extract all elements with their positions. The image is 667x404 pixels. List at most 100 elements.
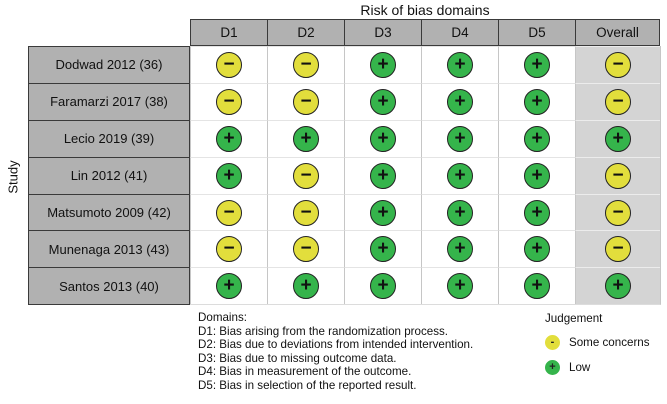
- judgement-circle-icon: −: [293, 236, 319, 263]
- column-header-d1: D1: [190, 19, 267, 46]
- judgement-cell: +: [344, 230, 421, 268]
- judgement-cell: +: [344, 156, 421, 194]
- legend-item: + Low: [545, 360, 650, 375]
- judgement-circle-icon: +: [605, 273, 631, 300]
- judgement-circle-icon: +: [447, 88, 473, 115]
- study-label: Matsumoto 2009 (42): [28, 193, 190, 231]
- judgement-cell: +: [190, 156, 267, 194]
- judgement-circle-icon: −: [605, 236, 631, 263]
- judgement-cell: −: [190, 230, 267, 268]
- judgement-cell: +: [421, 46, 498, 83]
- judgement-cell: +: [498, 119, 575, 157]
- some-concerns-icon: -: [545, 335, 560, 350]
- judgement-circle-icon: +: [370, 51, 396, 78]
- footnote-line: D4: Bias in measurement of the outcome.: [198, 365, 412, 378]
- judgement-cell: −: [267, 230, 344, 268]
- judgement-cell: +: [421, 267, 498, 305]
- judgement-cell: +: [344, 46, 421, 83]
- judgement-grid: − − + + + − − − + + + − + + + + + + + − …: [190, 46, 661, 306]
- judgement-circle-icon: +: [293, 125, 319, 152]
- domain-footnotes: Domains: D1: Bias arising from the rando…: [198, 311, 473, 392]
- judgement-cell: +: [344, 119, 421, 157]
- judgement-cell: −: [267, 156, 344, 194]
- legend-item-label: Some concerns: [569, 336, 650, 349]
- study-label: Lin 2012 (41): [28, 156, 190, 194]
- judgement-cell: +: [498, 267, 575, 305]
- judgement-circle-icon: +: [370, 125, 396, 152]
- judgement-cell: −: [267, 46, 344, 83]
- judgement-circle-icon: +: [447, 162, 473, 189]
- judgement-circle-icon: +: [447, 199, 473, 226]
- judgement-cell: +: [421, 119, 498, 157]
- judgement-cell: +: [190, 267, 267, 305]
- judgement-circle-icon: +: [524, 51, 550, 78]
- judgement-circle-icon: +: [216, 125, 242, 152]
- judgement-circle-icon: +: [447, 125, 473, 152]
- column-header-row: D1 D2 D3 D4 D5 Overall: [190, 19, 660, 46]
- study-label-column: Dodwad 2012 (36) Faramarzi 2017 (38) Lec…: [28, 46, 190, 306]
- study-label: Santos 2013 (40): [28, 267, 190, 305]
- footnote-line: D1: Bias arising from the randomization …: [198, 324, 449, 338]
- judgement-circle-icon: −: [293, 199, 319, 226]
- judgement-circle-icon: −: [216, 236, 242, 263]
- judgement-circle-icon: −: [293, 51, 319, 78]
- judgement-cell: +: [190, 119, 267, 157]
- judgement-cell: +: [498, 193, 575, 231]
- judgement-circle-icon: −: [293, 88, 319, 115]
- judgement-circle-icon: +: [293, 273, 319, 300]
- judgement-circle-icon: −: [216, 88, 242, 115]
- column-header-d4: D4: [421, 19, 498, 46]
- judgement-circle-icon: +: [447, 51, 473, 78]
- column-header-d3: D3: [344, 19, 421, 46]
- judgement-cell-overall: −: [575, 230, 660, 268]
- judgement-circle-icon: −: [605, 162, 631, 189]
- judgement-circle-icon: +: [524, 162, 550, 189]
- judgement-circle-icon: −: [605, 51, 631, 78]
- study-label: Faramarzi 2017 (38): [28, 82, 190, 120]
- judgement-cell: +: [421, 156, 498, 194]
- judgement-cell: +: [267, 267, 344, 305]
- column-header-d2: D2: [267, 19, 344, 46]
- footnote-line: D5: Bias in selection of the reported re…: [198, 378, 417, 392]
- judgement-cell: +: [421, 193, 498, 231]
- y-axis-label: Study: [5, 160, 21, 194]
- footnote-line: D3: Bias due to missing outcome data.: [198, 351, 397, 365]
- legend-item: - Some concerns: [545, 335, 650, 350]
- judgement-circle-icon: +: [370, 88, 396, 115]
- judgement-circle-icon: +: [370, 199, 396, 226]
- judgement-circle-icon: −: [605, 199, 631, 226]
- legend-item-label: Low: [569, 361, 591, 374]
- judgement-circle-icon: +: [447, 236, 473, 263]
- judgement-cell: +: [421, 82, 498, 120]
- judgement-cell: −: [267, 82, 344, 120]
- study-label: Lecio 2019 (39): [28, 119, 190, 157]
- judgement-circle-icon: −: [216, 51, 242, 78]
- judgement-circle-icon: +: [524, 125, 550, 152]
- study-label: Dodwad 2012 (36): [28, 46, 190, 83]
- judgement-cell-overall: −: [575, 46, 660, 83]
- judgement-circle-icon: −: [216, 199, 242, 226]
- study-label: Munenaga 2013 (43): [28, 230, 190, 268]
- judgement-cell: +: [344, 267, 421, 305]
- judgement-cell: −: [190, 193, 267, 231]
- judgement-cell-overall: −: [575, 156, 660, 194]
- judgement-cell: +: [267, 119, 344, 157]
- judgement-circle-icon: −: [605, 88, 631, 115]
- footnote-line: D2: Bias due to deviations from intended…: [198, 338, 474, 351]
- low-risk-icon: +: [545, 360, 560, 375]
- judgement-circle-icon: +: [524, 199, 550, 226]
- judgement-cell: +: [344, 193, 421, 231]
- judgement-cell: +: [498, 230, 575, 268]
- judgement-circle-icon: +: [370, 162, 396, 189]
- judgement-circle-icon: +: [524, 236, 550, 263]
- judgement-cell: +: [421, 230, 498, 268]
- judgement-circle-icon: +: [524, 273, 550, 300]
- judgement-legend: Judgement - Some concerns + Low: [545, 312, 650, 375]
- judgement-circle-icon: +: [216, 162, 242, 189]
- judgement-circle-icon: +: [447, 273, 473, 300]
- column-header-overall: Overall: [575, 19, 660, 46]
- judgement-circle-icon: +: [370, 236, 396, 263]
- judgement-cell-overall: −: [575, 193, 660, 231]
- judgement-cell-overall: −: [575, 82, 660, 120]
